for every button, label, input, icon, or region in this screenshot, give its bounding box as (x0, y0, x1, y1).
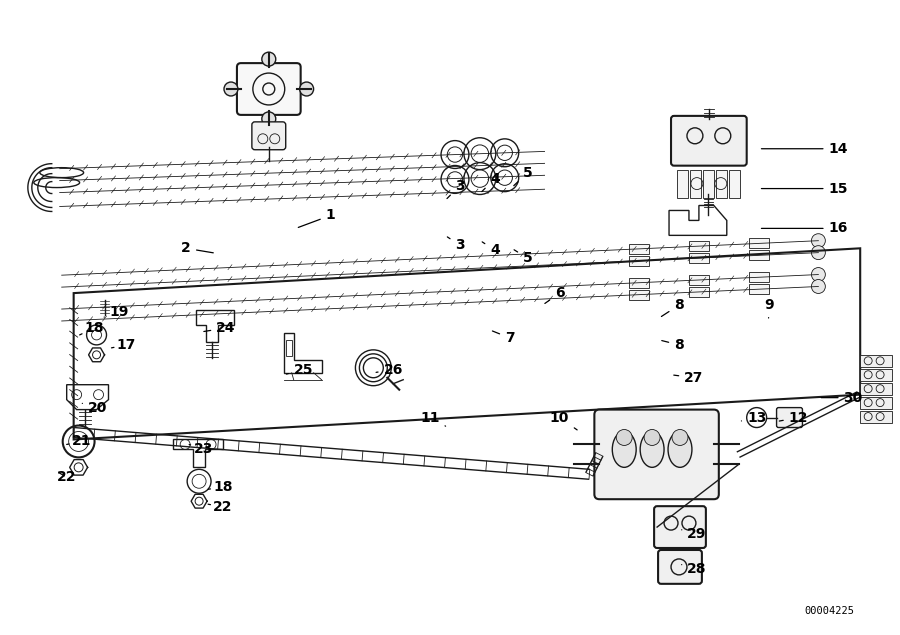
FancyBboxPatch shape (654, 506, 706, 548)
Circle shape (812, 267, 825, 281)
Text: 11: 11 (420, 411, 446, 426)
Text: 2: 2 (181, 241, 213, 255)
Text: 3: 3 (447, 178, 464, 199)
Text: 14: 14 (761, 142, 848, 156)
Text: 30: 30 (821, 391, 863, 404)
Bar (689, 241, 709, 251)
Bar (749, 250, 769, 260)
Text: 19: 19 (104, 305, 129, 319)
Text: 8: 8 (662, 298, 684, 316)
Bar (860, 383, 892, 395)
Text: 18: 18 (79, 321, 104, 335)
Bar (677, 170, 688, 197)
Text: 16: 16 (761, 222, 848, 236)
Bar (703, 170, 714, 197)
Bar (860, 355, 892, 367)
Text: 12: 12 (779, 411, 808, 425)
FancyBboxPatch shape (671, 116, 747, 166)
FancyBboxPatch shape (658, 550, 702, 584)
Circle shape (812, 279, 825, 293)
Text: 22: 22 (208, 500, 233, 514)
Text: 00004225: 00004225 (805, 606, 854, 616)
Text: 21: 21 (67, 434, 92, 448)
Bar (629, 244, 649, 254)
Ellipse shape (612, 432, 636, 467)
Text: 9: 9 (764, 298, 773, 318)
Text: 5: 5 (514, 166, 533, 185)
Text: 15: 15 (761, 182, 848, 196)
Bar (860, 411, 892, 422)
Text: 24: 24 (203, 321, 236, 335)
Ellipse shape (640, 432, 664, 467)
FancyBboxPatch shape (237, 63, 301, 115)
Text: 28: 28 (681, 562, 706, 576)
Text: 17: 17 (112, 338, 136, 352)
FancyBboxPatch shape (594, 410, 719, 499)
Bar (749, 238, 769, 248)
Bar (629, 256, 649, 265)
Text: 10: 10 (550, 411, 577, 430)
Text: 5: 5 (514, 250, 533, 265)
Bar (689, 275, 709, 285)
FancyBboxPatch shape (252, 122, 285, 150)
Bar (689, 253, 709, 263)
Text: 26: 26 (376, 363, 403, 377)
Bar (690, 170, 701, 197)
Bar (285, 340, 292, 356)
Text: 1: 1 (298, 208, 336, 227)
Text: 4: 4 (482, 171, 500, 192)
Text: 4: 4 (482, 242, 500, 257)
Text: 18: 18 (208, 480, 233, 494)
Circle shape (262, 52, 275, 66)
Circle shape (812, 234, 825, 248)
Text: 23: 23 (189, 443, 212, 457)
Circle shape (262, 112, 275, 126)
Text: 13: 13 (742, 411, 766, 425)
Bar (689, 287, 709, 297)
Text: 6: 6 (544, 286, 564, 304)
Circle shape (224, 82, 238, 96)
Text: 22: 22 (57, 471, 76, 485)
Bar (749, 272, 769, 282)
Circle shape (672, 429, 688, 445)
Circle shape (812, 246, 825, 260)
Bar (716, 170, 727, 197)
Bar (729, 170, 740, 197)
Text: 8: 8 (662, 338, 684, 352)
Bar (860, 369, 892, 381)
Text: 25: 25 (286, 363, 313, 377)
Circle shape (300, 82, 313, 96)
Circle shape (644, 429, 660, 445)
Bar (860, 397, 892, 408)
Bar (629, 290, 649, 300)
Text: 7: 7 (492, 331, 515, 345)
Text: 27: 27 (674, 371, 704, 385)
Circle shape (616, 429, 632, 445)
Text: 3: 3 (447, 237, 464, 252)
Bar (629, 277, 649, 288)
Text: 29: 29 (681, 527, 706, 541)
Ellipse shape (668, 432, 692, 467)
Text: 20: 20 (82, 401, 107, 415)
FancyBboxPatch shape (777, 408, 803, 427)
Bar (749, 284, 769, 294)
